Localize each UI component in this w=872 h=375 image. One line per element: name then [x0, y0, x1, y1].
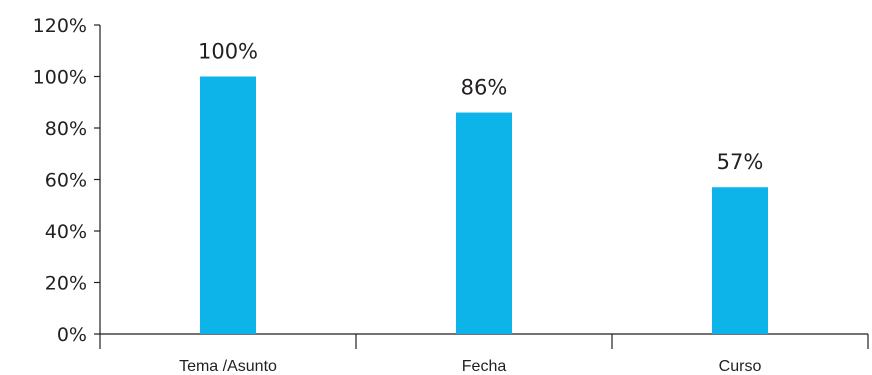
bar-1 [200, 76, 256, 334]
y-tick-label: 0% [57, 324, 87, 346]
x-tick-label: Curso [719, 358, 762, 375]
y-tick-label: 20% [45, 273, 87, 295]
x-tick-label: Fecha [462, 358, 507, 375]
data-label: 100% [198, 40, 258, 64]
y-tick-label: 80% [45, 118, 87, 140]
x-tick-label: Tema /Asunto [179, 358, 277, 375]
y-axis: 0% 20% 40% 60% 80% 100% 120% [33, 15, 101, 346]
data-label: 57% [717, 150, 764, 174]
y-tick-label: 120% [33, 15, 87, 37]
data-labels: 100% 86% 57% [198, 40, 763, 175]
y-tick-label: 60% [45, 170, 87, 192]
y-tick-label: 40% [45, 221, 87, 243]
data-label: 86% [461, 76, 508, 100]
bar-3 [712, 187, 768, 334]
y-tick-label: 100% [33, 67, 87, 89]
x-axis: Tema /Asunto Fecha Curso [99, 333, 869, 375]
bar-2 [456, 112, 512, 334]
bars [200, 76, 768, 334]
